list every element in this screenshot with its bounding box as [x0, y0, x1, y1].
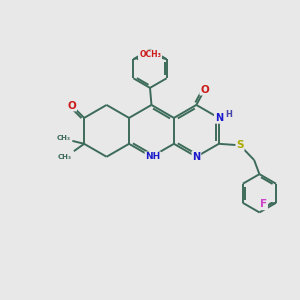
Text: N: N [192, 152, 200, 162]
Text: OCH₃: OCH₃ [140, 50, 161, 59]
Text: CH₃: CH₃ [58, 154, 72, 160]
Text: O: O [200, 85, 209, 94]
Text: N: N [215, 113, 223, 123]
Text: NH: NH [145, 152, 160, 161]
Text: O: O [68, 100, 76, 110]
Text: CH₃: CH₃ [56, 135, 70, 141]
Text: F: F [260, 199, 267, 209]
Text: H: H [225, 110, 232, 119]
Text: S: S [236, 140, 244, 150]
Text: OCH₃: OCH₃ [139, 50, 160, 59]
